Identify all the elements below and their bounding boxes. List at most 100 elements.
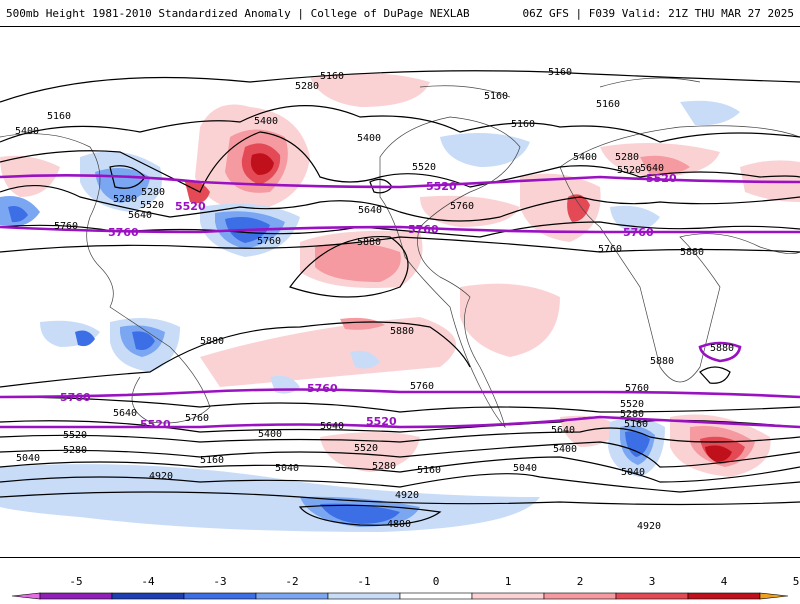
contour-5880-pacific bbox=[289, 235, 409, 298]
contour-label: 5520 bbox=[617, 165, 641, 176]
map-title: 500mb Height 1981-2010 Standardized Anom… bbox=[6, 7, 470, 20]
contour-label: 5880 bbox=[200, 336, 224, 347]
contour-label: 5280 bbox=[372, 461, 396, 472]
contour-label: 5760 bbox=[185, 413, 209, 424]
contour-5760-south bbox=[0, 396, 800, 413]
contour-label: 5520 bbox=[412, 162, 436, 173]
colorbar-segments bbox=[11, 592, 789, 600]
contour-label: 5520 bbox=[140, 200, 164, 211]
asia-australia-coastline bbox=[0, 133, 211, 424]
contour-label: 5280 bbox=[63, 445, 87, 456]
colorbar-segment bbox=[399, 592, 473, 600]
contour-label: 5640 bbox=[358, 205, 382, 216]
contour-label: 4920 bbox=[637, 521, 661, 532]
eurasia-africa-coastline bbox=[559, 125, 800, 383]
purple-contour-label: 5760 bbox=[108, 226, 139, 239]
contour-label: 5160 bbox=[47, 111, 71, 122]
contour-label: 4920 bbox=[149, 471, 173, 482]
contour-5520-north bbox=[0, 185, 800, 222]
purple-5520-north bbox=[0, 174, 800, 189]
contour-label: 5160 bbox=[417, 465, 441, 476]
contour-label-group: 5160 5160 5280 5160 5160 5400 5160 5400 … bbox=[15, 67, 734, 532]
contour-label: 5160 bbox=[200, 455, 224, 466]
colorbar-tick-label: -5 bbox=[69, 575, 82, 588]
contour-5040-south bbox=[0, 473, 800, 493]
contour-label: 5760 bbox=[598, 244, 622, 255]
colorbar-tick-label: -3 bbox=[213, 575, 226, 588]
contour-label: 5160 bbox=[511, 119, 535, 130]
run-info: 06Z GFS | F039 Valid: 21Z THU MAR 27 202… bbox=[522, 7, 794, 20]
colorbar-segment bbox=[615, 592, 689, 600]
anomaly-colorbar: -5 -4 -3 -2 -1 0 1 2 3 4 5 bbox=[0, 572, 800, 600]
contour-5880-africa bbox=[699, 366, 731, 384]
colorbar-tick-label: 0 bbox=[433, 575, 440, 588]
contour-label: 5880 bbox=[710, 343, 734, 354]
contour-label: 5520 bbox=[620, 399, 644, 410]
contour-4800-south bbox=[298, 504, 442, 526]
contour-label: 5640 bbox=[551, 425, 575, 436]
purple-contour-label: 5520 bbox=[140, 418, 171, 431]
purple-contour-label: 5520 bbox=[366, 415, 397, 428]
purple-5760-north bbox=[0, 225, 800, 234]
contour-label: 5160 bbox=[484, 91, 508, 102]
colorbar-segment bbox=[471, 592, 545, 600]
contour-label: 5640 bbox=[640, 163, 664, 174]
contour-label: 5880 bbox=[390, 326, 414, 337]
purple-contour-label: 5520 bbox=[175, 200, 206, 213]
contour-label: 5880 bbox=[680, 247, 704, 258]
colorbar-segment bbox=[759, 592, 789, 600]
colorbar-tick-label: 4 bbox=[721, 575, 728, 588]
contour-label: 5400 bbox=[553, 444, 577, 455]
contour-label: 5880 bbox=[357, 237, 381, 248]
contour-label: 5400 bbox=[258, 429, 282, 440]
colorbar-tick-label: 3 bbox=[649, 575, 656, 588]
map-svg: 5160 5160 5280 5160 5160 5400 5160 5400 … bbox=[0, 67, 800, 532]
contour-label: 5280 bbox=[113, 194, 137, 205]
purple-contour-label: 5520 bbox=[426, 180, 457, 193]
contour-label: 5520 bbox=[354, 443, 378, 454]
colorbar-tick-label: 1 bbox=[505, 575, 512, 588]
contour-4920-south bbox=[0, 491, 800, 506]
contour-label: 5400 bbox=[15, 126, 39, 137]
colorbar-segment bbox=[183, 592, 257, 600]
purple-5880-africa bbox=[698, 341, 742, 363]
americas-coastline bbox=[379, 116, 521, 429]
contour-label: 5160 bbox=[596, 99, 620, 110]
colorbar-segment bbox=[255, 592, 329, 600]
purple-contour-label: 5520 bbox=[646, 172, 677, 185]
contour-label: 5520 bbox=[63, 430, 87, 441]
contour-label: 5640 bbox=[320, 421, 344, 432]
colorbar-segment bbox=[327, 592, 401, 600]
contour-label: 5040 bbox=[513, 463, 537, 474]
height-contours bbox=[0, 70, 800, 526]
contour-5760-north bbox=[0, 236, 800, 253]
contour-label: 5760 bbox=[625, 383, 649, 394]
contour-label: 4920 bbox=[395, 490, 419, 501]
purple-5520-south bbox=[0, 415, 800, 429]
contour-label: 5760 bbox=[54, 221, 78, 232]
purple-contour-label: 5760 bbox=[623, 226, 654, 239]
contour-label: 5280 bbox=[615, 152, 639, 163]
contour-label: 5160 bbox=[624, 419, 648, 430]
contour-label: 5160 bbox=[548, 67, 572, 78]
arctic-coastline bbox=[419, 77, 701, 98]
purple-contours bbox=[0, 174, 800, 429]
purple-label-group: 5520 5520 5520 5760 5760 5760 5760 5760 … bbox=[60, 172, 677, 431]
contour-5280-south bbox=[0, 456, 800, 483]
negative-anomaly-shading bbox=[0, 100, 740, 532]
colorbar-tick-label: -1 bbox=[357, 575, 370, 588]
contour-5160-north bbox=[0, 70, 800, 103]
contour-label: 5400 bbox=[254, 116, 278, 127]
contour-label: 5760 bbox=[257, 236, 281, 247]
contour-label: 5280 bbox=[295, 81, 319, 92]
contour-label: 5400 bbox=[357, 133, 381, 144]
purple-contour-label: 5760 bbox=[307, 382, 338, 395]
contour-5280-north bbox=[0, 105, 800, 143]
colorbar-svg: -5 -4 -3 -2 -1 0 1 2 3 4 5 bbox=[11, 575, 799, 600]
colorbar-segment bbox=[687, 592, 761, 600]
map-panel: 5160 5160 5280 5160 5160 5400 5160 5400 … bbox=[0, 26, 800, 558]
contour-label: 5280 bbox=[141, 187, 165, 198]
contour-label: 5640 bbox=[128, 210, 152, 221]
contour-label: 5040 bbox=[16, 453, 40, 464]
purple-contour-label: 5760 bbox=[408, 223, 439, 236]
